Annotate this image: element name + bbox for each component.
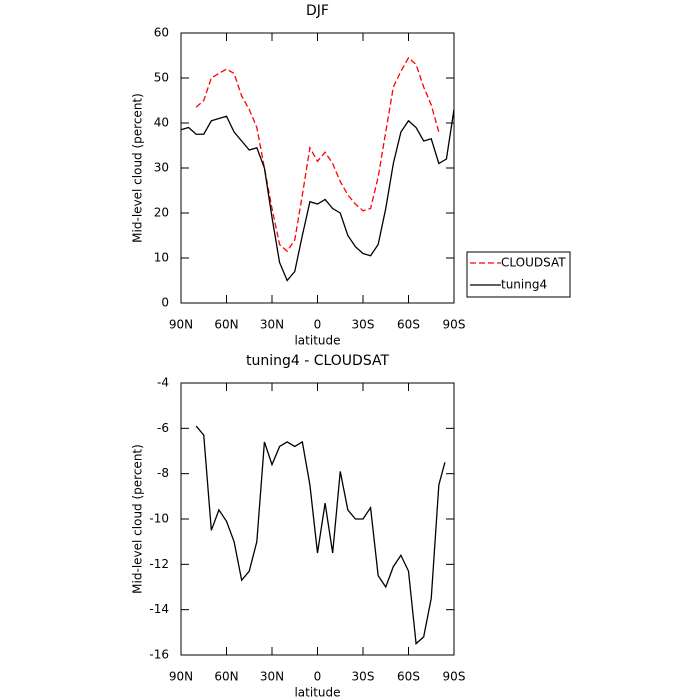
y-tick-label: -4 bbox=[157, 376, 169, 390]
y-tick-label: -16 bbox=[149, 648, 169, 662]
x-tick-label: 90N bbox=[169, 670, 193, 684]
x-tick-label: 90S bbox=[443, 670, 466, 684]
x-axis-label: latitude bbox=[294, 334, 340, 348]
y-tick-label: -6 bbox=[157, 421, 169, 435]
y-tick-label: -14 bbox=[149, 602, 169, 616]
x-tick-label: 30S bbox=[352, 318, 375, 332]
x-tick-label: 30N bbox=[260, 318, 284, 332]
plot-frame bbox=[180, 32, 455, 304]
x-tick-label: 90S bbox=[443, 318, 466, 332]
x-tick-label: 90N bbox=[169, 318, 193, 332]
data-line bbox=[195, 56, 440, 253]
x-tick-label: 0 bbox=[314, 318, 322, 332]
y-tick-label: 50 bbox=[154, 71, 169, 85]
y-tick-label: 10 bbox=[154, 251, 169, 265]
x-tick-label: 0 bbox=[314, 670, 322, 684]
x-tick-label: 60S bbox=[397, 670, 420, 684]
x-axis-label: latitude bbox=[294, 686, 340, 700]
y-tick-label: 0 bbox=[161, 296, 169, 310]
data-line bbox=[195, 425, 446, 646]
y-tick-label: -10 bbox=[149, 512, 169, 526]
x-tick-label: 60N bbox=[214, 318, 238, 332]
x-tick-label: 60N bbox=[214, 670, 238, 684]
x-tick-label: 30N bbox=[260, 670, 284, 684]
y-axis-label: Mid-level cloud (percent) bbox=[131, 93, 145, 243]
y-tick-label: -12 bbox=[149, 557, 169, 571]
x-tick-label: 30S bbox=[352, 670, 375, 684]
y-tick-label: 40 bbox=[154, 116, 169, 130]
legend-label: tuning4 bbox=[501, 278, 547, 292]
data-line bbox=[180, 109, 455, 282]
y-tick-label: -8 bbox=[157, 466, 169, 480]
chart-title: tuning4 - CLOUDSAT bbox=[246, 353, 390, 369]
y-tick-label: 20 bbox=[154, 206, 169, 220]
y-tick-label: 30 bbox=[154, 161, 169, 175]
y-tick-label: 60 bbox=[154, 26, 169, 40]
legend-label: CLOUDSAT bbox=[501, 256, 566, 270]
legend-box bbox=[466, 251, 571, 298]
x-tick-label: 60S bbox=[397, 318, 420, 332]
chart-title: DJF bbox=[306, 3, 329, 19]
y-axis-label: Mid-level cloud (percent) bbox=[131, 444, 145, 594]
